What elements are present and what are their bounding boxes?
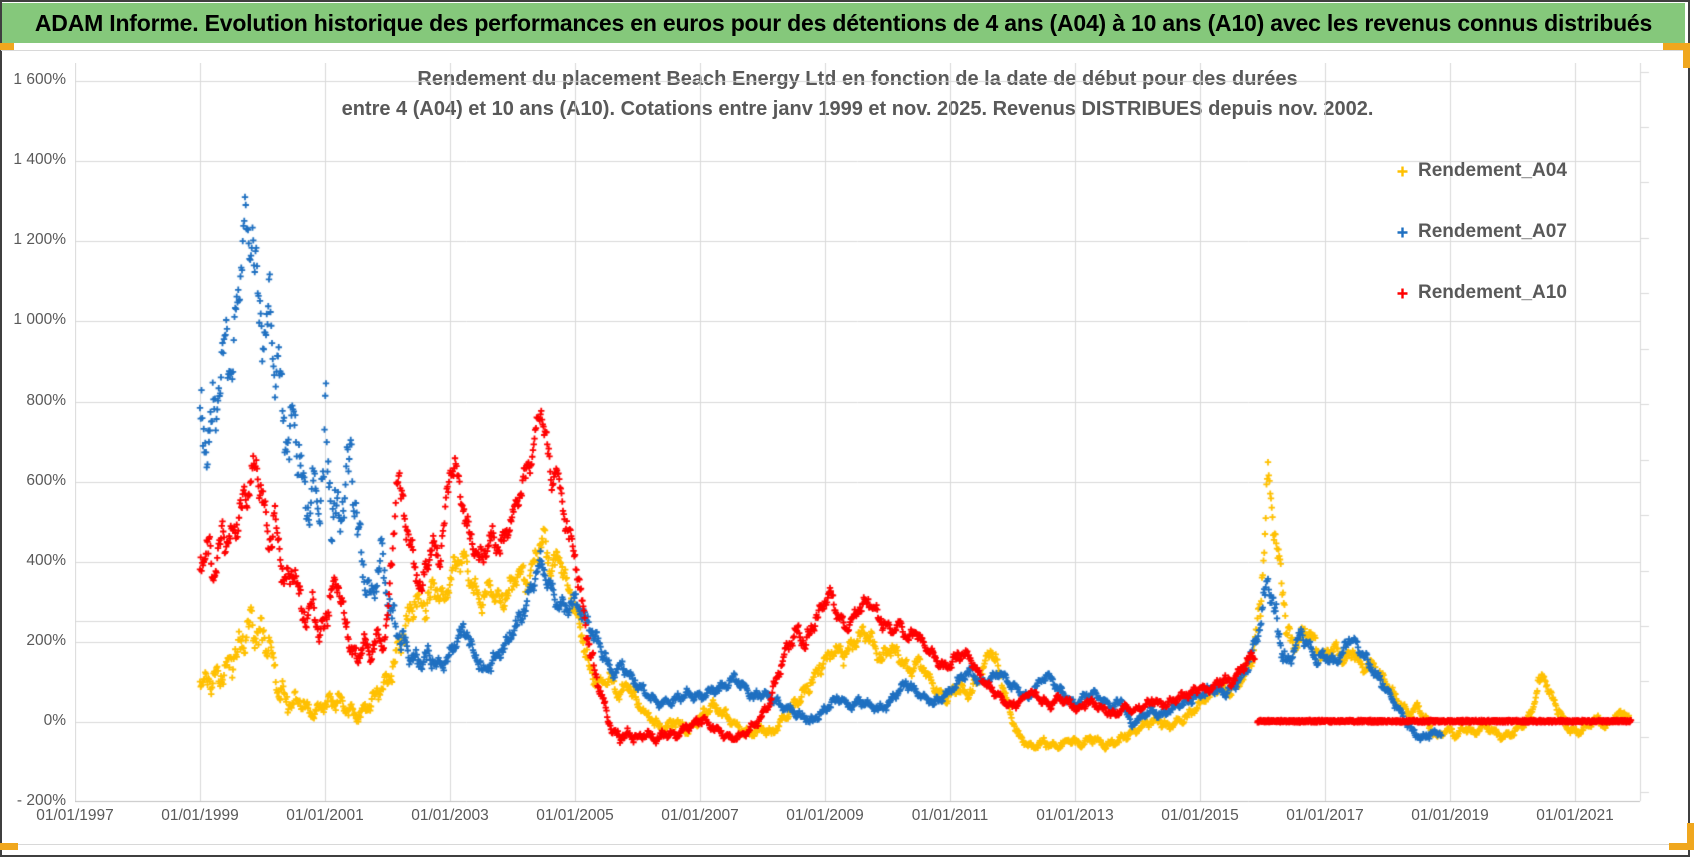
selection-handle-bottom-right[interactable]: [1669, 843, 1694, 850]
y-tick-label: 200%: [26, 631, 66, 649]
x-tick-label: 01/01/2019: [1411, 807, 1489, 824]
x-tick-label: 01/01/2003: [411, 807, 489, 824]
plus-marker-icon: [1397, 288, 1408, 298]
selection-handle-bottom-left[interactable]: [0, 843, 18, 850]
x-tick-label: 01/01/2011: [911, 807, 989, 824]
selection-handle-bottom-right-v[interactable]: [1687, 823, 1694, 850]
x-tick-label: 01/01/2015: [1161, 807, 1239, 824]
y-tick-label: 1 000%: [13, 311, 66, 329]
scatter-plot-area[interactable]: [75, 63, 1652, 803]
chart-object-frame[interactable]: [1, 50, 1688, 845]
x-tick-label: 01/01/2017: [1286, 807, 1364, 824]
legend-label: Rendement_A04: [1418, 160, 1567, 181]
y-tick-label: 1 600%: [13, 71, 66, 89]
sheet-header-title: ADAM Informe. Evolution historique des p…: [34, 9, 1653, 36]
y-tick-label: 1 200%: [13, 231, 66, 249]
plus-marker-icon: [1397, 227, 1408, 237]
y-tick-label: 600%: [26, 471, 66, 489]
x-tick-label: 01/01/1997: [36, 807, 114, 824]
legend-label: Rendement_A10: [1418, 282, 1567, 303]
selection-handle-top-right[interactable]: [1663, 43, 1690, 50]
y-tick-label: - 200%: [16, 792, 66, 810]
x-tick-label: 01/01/2009: [786, 807, 864, 824]
x-tick-label: 01/01/2001: [286, 807, 364, 824]
x-tick-label: 01/01/1999: [161, 807, 239, 824]
x-tick-label: 01/01/2021: [1536, 807, 1614, 824]
selection-handle-top-left[interactable]: [0, 43, 14, 50]
x-tick-label: 01/01/2007: [661, 807, 739, 824]
legend-item-a04[interactable]: Rendement_A04: [1396, 158, 1567, 184]
selection-handle-top-right-v[interactable]: [1683, 43, 1690, 68]
y-tick-label: 800%: [26, 391, 66, 409]
y-tick-label: 0%: [43, 712, 66, 729]
x-tick-label: 01/01/2013: [1036, 807, 1114, 824]
y-tick-label: 1 400%: [13, 151, 66, 169]
y-tick-label: 400%: [26, 551, 66, 569]
x-tick-label: 01/01/2005: [536, 807, 614, 824]
legend-item-a10[interactable]: Rendement_A10: [1396, 280, 1567, 306]
plus-marker-icon: [1397, 166, 1408, 176]
sheet-header-banner: ADAM Informe. Evolution historique des p…: [2, 3, 1685, 43]
legend-label: Rendement_A07: [1418, 221, 1567, 242]
legend-item-a07[interactable]: Rendement_A07: [1396, 219, 1567, 245]
